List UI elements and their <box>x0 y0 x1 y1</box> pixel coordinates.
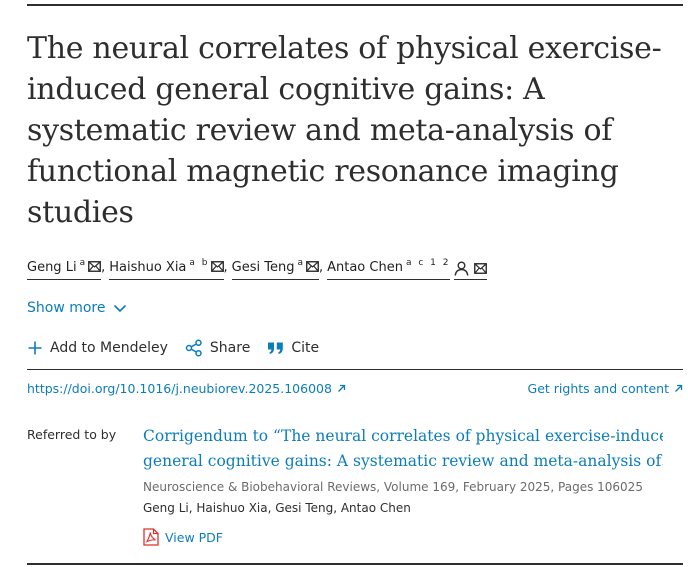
top-divider <box>27 4 683 6</box>
share-label: Share <box>209 340 251 356</box>
person-icon <box>454 261 469 276</box>
author-separator: , <box>223 260 228 275</box>
author-link[interactable]: Antao Chen a c 1 2 <box>327 258 451 280</box>
article-title-line: studies <box>27 195 134 230</box>
share-icon <box>185 339 202 357</box>
corrigendum-journal: Neuroscience & Biobehavioral Reviews, Vo… <box>143 480 643 494</box>
section-divider <box>27 369 683 370</box>
author-separator: , <box>318 260 324 275</box>
article-title-line: The neural correlates of physical exerci… <box>27 31 662 66</box>
mail-icon <box>210 261 224 272</box>
add-to-mendeley-label: Add to Mendeley <box>50 340 168 356</box>
article-actions: Add to Mendeley Share Cite <box>27 339 336 357</box>
get-rights-link[interactable]: Get rights and content <box>528 381 683 396</box>
author-name: Geng Li <box>27 260 77 275</box>
author-separator: , <box>101 260 106 275</box>
mail-icon <box>88 261 102 272</box>
author-list: Geng Li a , Haishuo Xia a b , Gesi Teng … <box>27 258 488 281</box>
corrigendum-title-line: Corrigendum to “The neural correlates of… <box>143 427 663 445</box>
article-title: The neural correlates of physical exerci… <box>27 28 677 233</box>
author-affiliations: a <box>297 258 305 268</box>
doi-link[interactable]: https://doi.org/10.1016/j.neubiorev.2025… <box>27 381 346 396</box>
show-more-label: Show more <box>27 300 106 316</box>
author-affiliations: a b <box>189 258 210 268</box>
quote-icon <box>268 342 284 354</box>
external-arrow-icon <box>675 384 683 392</box>
pdf-icon <box>143 528 159 546</box>
plus-icon <box>28 341 42 355</box>
author-name: Haishuo Xia <box>109 260 187 275</box>
bottom-divider <box>27 563 683 565</box>
author-affiliations: a <box>79 258 88 268</box>
author-link[interactable]: Gesi Teng a <box>231 258 319 280</box>
share-button[interactable]: Share <box>185 339 250 357</box>
author-name: Antao Chen <box>327 260 403 275</box>
author-name: Gesi Teng <box>231 260 295 275</box>
article-title-line: systematic review and meta-analysis of <box>27 113 613 148</box>
cite-button[interactable]: Cite <box>267 340 319 356</box>
chevron-down-icon <box>113 304 126 312</box>
article-title-line: induced general cognitive gains: A <box>27 72 545 107</box>
author-link[interactable]: Geng Li a <box>27 258 102 280</box>
corrigendum-link[interactable]: Corrigendum to “The neural correlates of… <box>143 424 663 474</box>
doi-text: https://doi.org/10.1016/j.neubiorev.2025… <box>27 381 332 396</box>
author-link[interactable]: Haishuo Xia a b <box>109 258 224 280</box>
external-arrow-icon <box>337 384 346 392</box>
view-pdf-label: View PDF <box>165 529 223 545</box>
author-affiliations: a c 1 2 <box>405 258 451 268</box>
view-pdf-link[interactable]: View PDF <box>143 528 223 546</box>
show-more-button[interactable]: Show more <box>27 300 127 316</box>
article-title-line: functional magnetic resonance imaging <box>27 154 619 189</box>
corrigendum-authors: Geng Li, Haishuo Xia, Gesi Teng, Antao C… <box>143 501 411 515</box>
mail-icon <box>474 262 488 274</box>
get-rights-label: Get rights and content <box>527 381 669 396</box>
mail-icon <box>306 261 319 272</box>
add-to-mendeley-button[interactable]: Add to Mendeley <box>27 340 168 356</box>
referred-to-label: Referred to by <box>27 427 117 442</box>
cite-label: Cite <box>291 340 320 356</box>
corresponding-author-icons[interactable] <box>454 259 488 280</box>
corrigendum-title-line: general cognitive gains: A systematic re… <box>143 452 663 470</box>
